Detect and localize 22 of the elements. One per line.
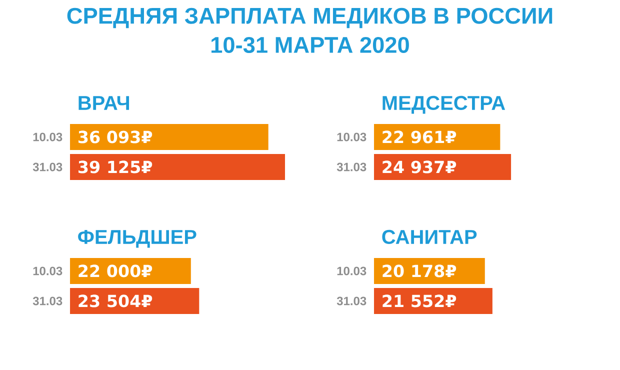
text: 10-31 МАРТА 2020 [212, 36, 409, 54]
data-label: 21 552₽ [382, 294, 456, 308]
chart-title: МЕДСЕСТРА [382, 96, 506, 114]
y-tick-label: 10.03 [337, 266, 366, 276]
data-label: 20 178₽ [382, 264, 456, 278]
y-tick-label: 31.03 [336, 162, 366, 172]
data-label: 22 961₽ [382, 130, 456, 144]
data-label: 24 937₽ [382, 160, 456, 174]
y-tick-label: 31.03 [336, 296, 366, 306]
chart-title: САНИТАР [382, 230, 477, 244]
y-tick-label: 31.03 [32, 296, 62, 306]
data-label: 39 125₽ [78, 160, 152, 174]
data-label: 22 000₽ [78, 264, 152, 278]
data-label: 23 504₽ [78, 294, 152, 308]
text: СРЕДНЯЯ ЗАРПЛАТА МЕДИКОВ В РОССИИ [67, 8, 552, 28]
chart-title: ФЕЛЬДШЕР [78, 230, 196, 248]
y-tick-label: 10.03 [33, 266, 62, 276]
y-tick-label: 10.03 [337, 132, 366, 142]
y-tick-label: 31.03 [32, 162, 62, 172]
chart-title: ВРАЧ [78, 96, 130, 110]
data-label: 36 093₽ [78, 130, 152, 144]
y-tick-label: 10.03 [33, 132, 62, 142]
